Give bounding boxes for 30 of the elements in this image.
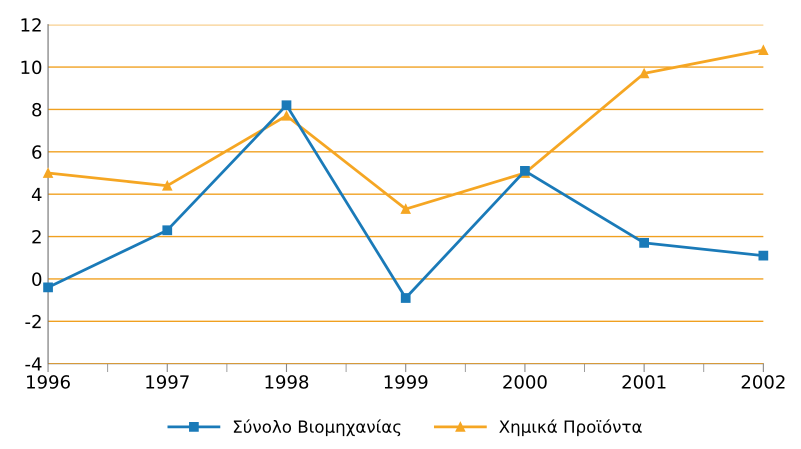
- x-tick-label: 2002: [742, 375, 785, 389]
- x-tick-label: 1996: [27, 375, 70, 389]
- point: [282, 110, 292, 121]
- point: [43, 282, 53, 292]
- y-tick-label: 0: [32, 272, 42, 286]
- x-tick-label: 2001: [622, 375, 666, 389]
- x-tick-label: 1998: [266, 375, 308, 389]
- legend-label: Σύνολο Βιομηχανίας: [234, 419, 400, 436]
- y-tick-label: -4: [25, 357, 42, 371]
- point: [758, 250, 768, 260]
- point: [758, 45, 768, 55]
- y-tick-label: 6: [32, 145, 42, 159]
- point: [400, 293, 411, 303]
- point: [162, 180, 172, 191]
- legend-label: Χημικά Προϊόντα: [499, 419, 642, 436]
- y-tick-label: 10: [22, 60, 42, 74]
- point: [282, 100, 292, 110]
- point: [639, 238, 649, 248]
- x-tick-label: 1997: [146, 375, 189, 389]
- y-tick-label: 2: [32, 230, 41, 244]
- y-tick-label: -2: [25, 314, 41, 328]
- x-tick-label: 2000: [503, 375, 547, 389]
- x-tick-label: 1999: [384, 375, 428, 389]
- point: [162, 225, 172, 236]
- y-tick-label: 4: [32, 188, 42, 202]
- point: [43, 168, 53, 178]
- y-tick-label: 12: [22, 18, 41, 32]
- y-tick-label: 8: [32, 102, 42, 117]
- point: [639, 68, 649, 78]
- point: [400, 204, 411, 214]
